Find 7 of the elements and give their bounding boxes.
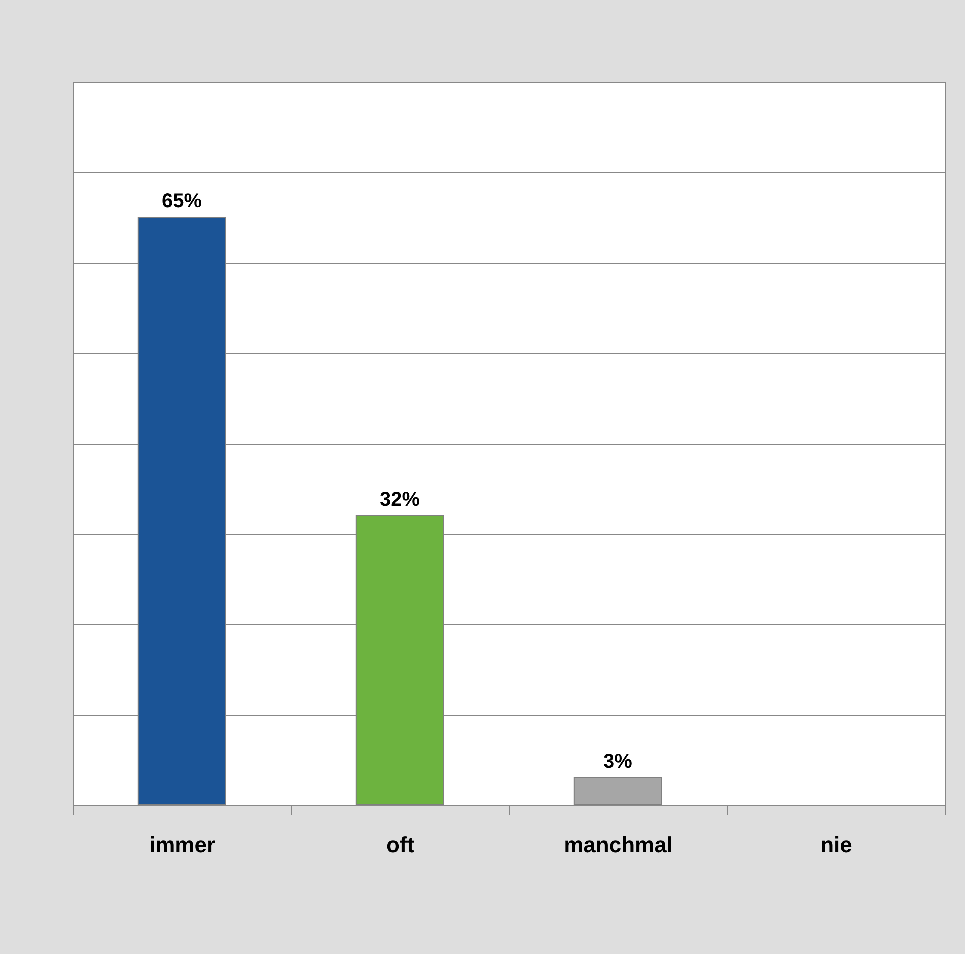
data-label: 65% — [162, 190, 202, 213]
x-tick-label: nie — [820, 832, 852, 858]
x-tick-label: manchmal — [564, 832, 673, 858]
data-label: 3% — [604, 750, 633, 773]
data-label: 32% — [380, 488, 420, 511]
x-tick-label: immer — [149, 832, 216, 858]
x-tick-label: oft — [386, 832, 416, 858]
